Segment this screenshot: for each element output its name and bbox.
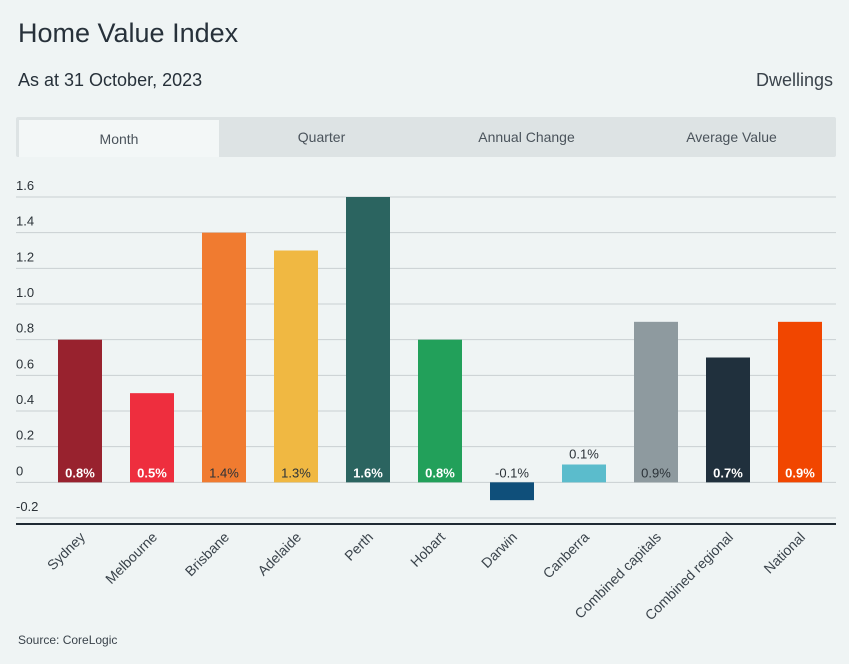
dwelling-type-label: Dwellings: [755, 70, 833, 90]
bar: [274, 250, 318, 483]
y-tick-label: 1.2: [16, 249, 34, 264]
bar: [130, 393, 174, 483]
chart-title: Home Value Index: [18, 18, 239, 48]
x-category-label: Hobart: [407, 529, 448, 570]
bar: [202, 232, 246, 483]
x-category-label: Brisbane: [182, 529, 233, 580]
x-category-label: Canberra: [540, 529, 593, 582]
data-label: 0.7%: [713, 465, 743, 480]
x-category-label: Perth: [341, 529, 376, 564]
x-category-label: Sydney: [44, 529, 88, 573]
x-category-label: Darwin: [478, 529, 520, 571]
y-tick-label: 1.6: [16, 178, 34, 193]
tab-quarter[interactable]: Quarter: [297, 129, 346, 145]
tab-month[interactable]: Month: [19, 120, 219, 157]
y-tick-label: 0.4: [16, 392, 34, 407]
tab-average-value[interactable]: Average Value: [686, 129, 777, 145]
data-label: 1.4%: [209, 465, 239, 480]
data-label: 0.9%: [785, 465, 815, 480]
data-label: -0.1%: [495, 465, 529, 480]
x-category-label: National: [760, 529, 808, 577]
bar: [706, 357, 750, 483]
metric-tabs: Month Quarter Annual Change Average Valu…: [16, 117, 836, 157]
x-category-label: Melbourne: [102, 529, 160, 587]
data-label: 1.6%: [353, 465, 383, 480]
bar: [490, 482, 534, 501]
data-label: 0.5%: [137, 465, 167, 480]
bar: [562, 464, 606, 483]
y-tick-label: -0.2: [16, 499, 38, 514]
bar: [346, 197, 390, 483]
chart-subtitle: As at 31 October, 2023: [18, 70, 203, 90]
y-tick-label: 0.6: [16, 356, 34, 371]
bar: [778, 321, 822, 483]
source-note: Source: CoreLogic: [18, 633, 118, 647]
data-label: 0.1%: [569, 447, 599, 462]
y-tick-label: 1.0: [16, 285, 34, 300]
x-category-label: Adelaide: [254, 529, 304, 579]
bar: [634, 321, 678, 483]
y-tick-label: 1.4: [16, 214, 34, 229]
bar-chart: 1.6 1.4 1.2 1.0 0.8 0.6 0.4 0.2 0 -0.2 0.8% 0.5% 1.4…: [16, 178, 836, 623]
bar: [58, 339, 102, 483]
y-tick-label: 0.8: [16, 321, 34, 336]
bar: [418, 339, 462, 483]
tab-annual-change[interactable]: Annual Change: [478, 129, 575, 145]
data-label: 1.3%: [281, 465, 311, 480]
data-label: 0.9%: [641, 465, 671, 480]
y-tick-label: 0.2: [16, 428, 34, 443]
y-tick-label: 0: [16, 463, 23, 478]
data-label: 0.8%: [425, 465, 455, 480]
data-label: 0.8%: [65, 465, 95, 480]
